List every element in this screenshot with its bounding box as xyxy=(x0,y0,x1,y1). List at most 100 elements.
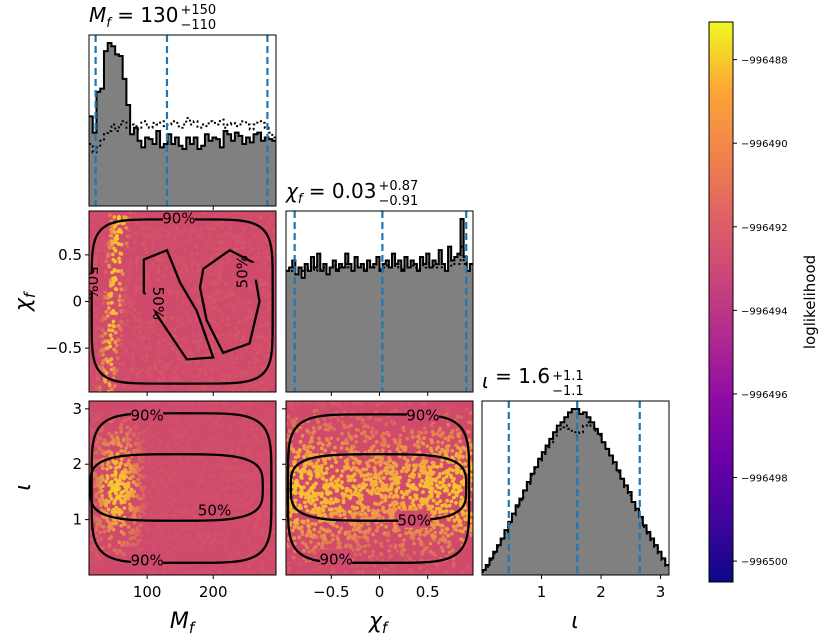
sample-point xyxy=(446,517,451,522)
sample-point xyxy=(107,544,112,548)
sample-point xyxy=(119,320,124,325)
sample-point xyxy=(103,442,108,447)
sample-point xyxy=(429,448,434,453)
sample-point xyxy=(233,281,238,286)
sample-point xyxy=(164,362,168,367)
sample-point xyxy=(260,380,264,384)
sample-point xyxy=(137,311,141,315)
sample-point xyxy=(459,537,464,542)
sample-point xyxy=(89,366,92,370)
sample-point xyxy=(354,570,359,575)
sample-point xyxy=(314,534,319,539)
sample-point xyxy=(411,503,416,508)
sample-point xyxy=(134,482,138,487)
sample-point xyxy=(152,236,157,240)
sample-point xyxy=(320,543,325,548)
sample-point xyxy=(202,369,207,374)
sample-point xyxy=(247,385,252,390)
sample-point xyxy=(308,440,313,445)
sample-point xyxy=(324,478,329,483)
sample-point xyxy=(132,319,137,324)
sample-point xyxy=(93,472,98,476)
sample-point xyxy=(89,427,94,432)
sample-point xyxy=(133,248,138,252)
sample-point xyxy=(98,389,102,392)
sample-point xyxy=(265,268,270,273)
sample-point xyxy=(174,404,178,409)
sample-point xyxy=(89,401,93,406)
sample-point xyxy=(145,388,149,392)
sample-point xyxy=(96,296,101,301)
sample-point xyxy=(148,334,153,338)
sample-point xyxy=(213,494,218,499)
sample-point xyxy=(408,526,413,531)
sample-point xyxy=(112,548,117,552)
sample-point xyxy=(140,338,144,342)
sample-point xyxy=(169,547,174,552)
sample-point xyxy=(264,416,269,420)
sample-point xyxy=(238,482,243,487)
sample-point xyxy=(211,370,216,375)
sample-point xyxy=(191,415,196,420)
sample-point xyxy=(384,422,389,427)
sample-point xyxy=(101,348,105,353)
sample-point xyxy=(153,364,158,369)
sample-point xyxy=(114,233,119,238)
sample-point xyxy=(132,315,137,319)
sample-point xyxy=(386,538,391,543)
sample-point xyxy=(255,358,260,363)
sample-point xyxy=(200,385,205,390)
sample-point xyxy=(125,492,130,497)
sample-point xyxy=(149,439,154,444)
sample-point xyxy=(179,270,184,275)
sample-point xyxy=(203,373,207,377)
sample-point xyxy=(206,497,211,502)
sample-point xyxy=(208,335,213,340)
sample-point xyxy=(293,455,298,460)
sample-point xyxy=(237,570,242,575)
sample-point xyxy=(244,294,248,299)
sample-point xyxy=(204,533,208,538)
sample-point xyxy=(286,568,289,573)
sample-point xyxy=(161,377,166,381)
sample-point xyxy=(119,461,123,466)
sample-point xyxy=(101,358,106,363)
sample-point xyxy=(181,470,185,474)
sample-point xyxy=(153,212,158,216)
sample-point xyxy=(183,495,188,500)
sample-point xyxy=(258,528,262,532)
sample-point xyxy=(169,455,174,460)
sample-point xyxy=(180,277,185,282)
sample-point xyxy=(272,553,276,558)
sample-point xyxy=(126,309,130,314)
sample-point xyxy=(358,552,363,557)
sample-point xyxy=(98,556,103,561)
sample-point xyxy=(162,427,167,432)
sample-point xyxy=(162,475,167,480)
sample-point xyxy=(422,426,427,431)
sample-point xyxy=(106,306,111,311)
sample-point xyxy=(110,252,115,257)
sample-point xyxy=(363,544,367,548)
sample-point xyxy=(392,570,397,575)
sample-point xyxy=(127,458,131,463)
sample-point xyxy=(405,492,409,496)
sample-point xyxy=(292,525,297,529)
sample-point xyxy=(160,365,165,370)
sample-point xyxy=(151,488,155,493)
sample-point xyxy=(184,465,189,470)
sample-point xyxy=(148,499,152,504)
sample-point xyxy=(273,494,276,499)
sample-point xyxy=(447,434,452,439)
sample-point xyxy=(199,457,204,461)
sample-point xyxy=(265,322,269,327)
sample-point xyxy=(294,416,299,421)
sample-point xyxy=(201,443,206,448)
sample-point xyxy=(129,570,134,575)
sample-point xyxy=(459,495,464,500)
sample-point xyxy=(257,452,262,457)
sample-point xyxy=(112,268,117,273)
sample-point xyxy=(109,311,114,315)
sample-point xyxy=(263,293,268,298)
sample-point xyxy=(407,401,412,406)
